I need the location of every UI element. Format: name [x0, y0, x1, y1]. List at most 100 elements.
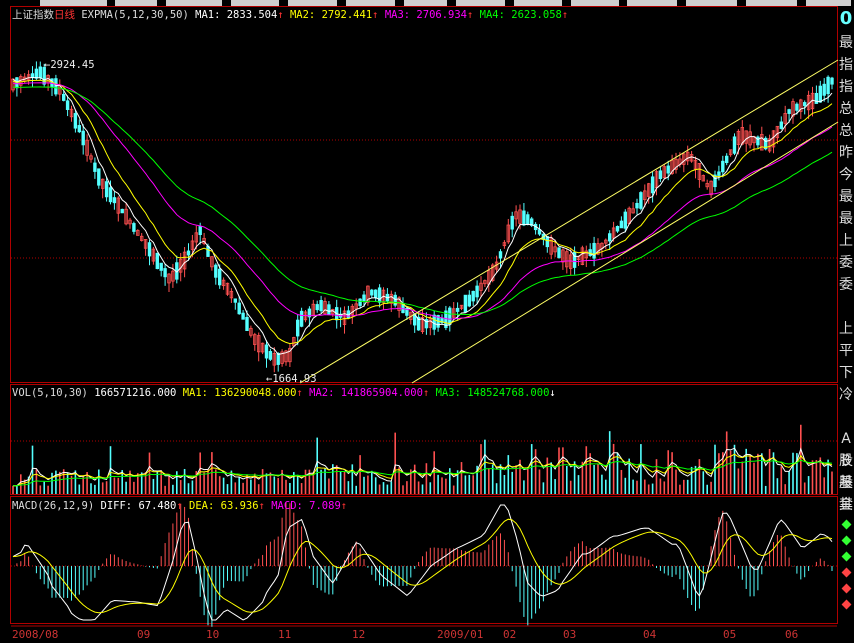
candle-body: [561, 249, 565, 263]
candle-body: [34, 68, 39, 79]
candle-body: [280, 351, 284, 364]
candle-body: [237, 302, 241, 315]
candle-body: [623, 211, 627, 229]
candle-body: [30, 73, 35, 78]
side-panel-item[interactable]: 最: [839, 189, 853, 205]
candle-body: [463, 294, 468, 313]
side-panel-item[interactable]: 最: [839, 35, 853, 51]
candle-body: [128, 219, 132, 225]
side-panel-item[interactable]: 基金: [839, 475, 853, 513]
date-tick: 03: [563, 628, 577, 641]
signal-marker: [841, 519, 852, 530]
candle-body: [272, 353, 276, 366]
date-tick: 12: [352, 628, 366, 641]
candle-body: [108, 187, 113, 203]
candle-body: [826, 76, 830, 95]
candle-body: [319, 300, 323, 312]
side-panel-item[interactable]: 最: [839, 211, 853, 227]
signal-marker: [841, 535, 852, 546]
candle-body: [631, 208, 635, 214]
candle-body: [151, 248, 156, 262]
candle-body: [569, 254, 573, 269]
candle-body: [744, 130, 748, 144]
candle-body: [225, 282, 230, 295]
side-panel-item[interactable]: 冷: [839, 387, 853, 403]
candle-body: [767, 138, 772, 152]
candle-body: [580, 247, 585, 265]
date-tick: 09: [137, 628, 151, 641]
candle-body: [814, 92, 819, 104]
side-panel-item[interactable]: [838, 296, 854, 318]
side-panel-item[interactable]: 指: [839, 79, 853, 95]
candle-body: [288, 347, 292, 363]
side-panel-item[interactable]: 指: [839, 57, 853, 73]
candle-body: [112, 197, 117, 204]
side-panel-item[interactable]: 委: [839, 255, 853, 271]
candle-body: [764, 137, 768, 150]
macd-macd: MACD: 7.089: [271, 500, 341, 512]
candle-body: [264, 344, 269, 359]
candle-body: [186, 250, 191, 256]
candle-body: [210, 256, 214, 268]
candle-body: [260, 342, 265, 353]
candle-body: [736, 130, 741, 145]
candle-body: [171, 270, 175, 282]
candle-body: [721, 160, 725, 173]
vol-ma1-line: [12, 447, 833, 487]
candle-body: [775, 125, 780, 139]
vol-ma2: MA2: 141865904.000: [309, 387, 423, 399]
ma1-line: [12, 76, 833, 355]
period-label[interactable]: 日线: [54, 9, 75, 21]
side-panel-item[interactable]: 下: [839, 365, 853, 381]
side-panel-item[interactable]: 0: [839, 8, 853, 29]
side-panel-item[interactable]: 总: [839, 101, 853, 117]
candle-body: [584, 250, 588, 259]
vol-ma3-line: [13, 459, 833, 487]
candle-body: [323, 301, 327, 315]
side-panel-item[interactable]: 总: [839, 123, 853, 139]
side-panel-item[interactable]: 平: [839, 343, 853, 359]
candle-body: [483, 280, 487, 285]
candle-body: [268, 351, 273, 360]
signal-marker: [841, 583, 852, 594]
candle-body: [830, 77, 834, 85]
candle-body: [686, 151, 690, 162]
candle-body: [701, 175, 705, 182]
candle-body: [377, 287, 382, 303]
candle-body: [221, 279, 226, 287]
side-panel-item[interactable]: B股: [839, 453, 853, 491]
candle-body: [393, 294, 397, 306]
side-panel-item[interactable]: 昨: [839, 145, 853, 161]
candle-body: [233, 298, 237, 303]
candle-body: [522, 210, 526, 226]
vol-value: 166571216.000: [94, 387, 177, 399]
side-panel-item[interactable]: 其: [839, 497, 853, 513]
candle-body: [725, 155, 729, 164]
side-info-panel[interactable]: 0 最指指总总昨今最最上委委上平下冷 A股 B股 基金其: [838, 6, 854, 586]
candle-body: [787, 109, 791, 114]
side-panel-item[interactable]: A股: [839, 431, 853, 469]
candle-body: [214, 264, 218, 278]
date-tick: 02: [503, 628, 517, 641]
candle-body: [370, 289, 374, 296]
signal-marker: [841, 567, 852, 578]
candle-body: [241, 312, 245, 320]
candle-body: [420, 317, 425, 332]
side-panel-item[interactable]: 上: [839, 321, 853, 337]
candle-body: [245, 317, 249, 331]
candle-body: [136, 230, 140, 236]
candle-body: [448, 307, 452, 325]
candle-body: [373, 289, 378, 299]
candle-body: [163, 268, 167, 278]
candle-body: [73, 113, 78, 129]
side-panel-item[interactable]: 今: [839, 167, 853, 183]
candle-body: [315, 304, 319, 311]
side-panel-item[interactable]: 上: [839, 233, 853, 249]
candle-body: [596, 243, 600, 255]
candle-body: [604, 239, 608, 244]
side-panel-item[interactable]: [838, 406, 854, 428]
candle-body: [85, 139, 89, 156]
candle-body: [190, 240, 195, 250]
side-panel-item[interactable]: 委: [839, 277, 853, 293]
